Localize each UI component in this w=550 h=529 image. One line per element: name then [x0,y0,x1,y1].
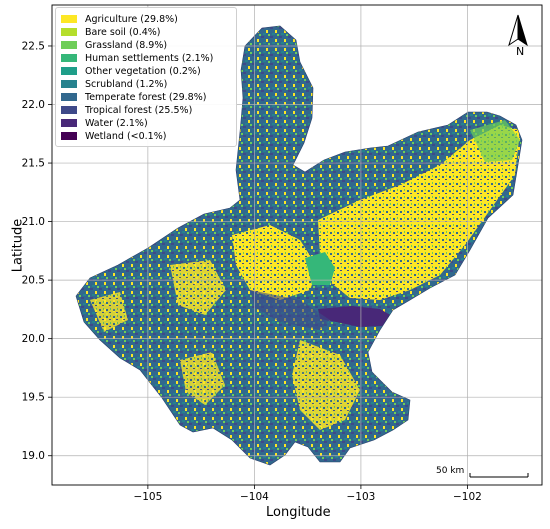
legend-swatch [61,40,77,49]
legend-swatch [61,14,77,23]
legend-item: Scrubland (1.2%) [61,79,167,90]
scale-bar [469,473,529,478]
legend-item: Bare soil (0.4%) [61,27,161,38]
y-tick-label: 22.5 [22,40,45,52]
legend-label: Agriculture (29.8%) [85,14,178,25]
y-tick-label: 20.5 [22,275,45,287]
legend-label: Wetland (<0.1%) [85,131,167,142]
y-tick-label: 21.5 [22,158,45,170]
legend-item: Water (2.1%) [61,118,148,129]
legend-label: Grassland (8.9%) [85,40,168,51]
x-tick-label: −103 [346,491,375,503]
legend-item: Agriculture (29.8%) [61,14,178,25]
legend-item: Human settlements (2.1%) [61,53,213,64]
legend-item: Tropical forest (25.5%) [61,105,192,116]
legend-swatch [61,118,77,127]
y-axis-title: Latitude [10,218,26,273]
north-arrow: N [500,13,536,63]
north-label: N [516,45,525,58]
legend-label: Scrubland (1.2%) [85,79,168,90]
x-tick-label: −102 [453,491,482,503]
x-tick-label: −104 [240,491,269,503]
y-tick-label: 19.5 [22,392,45,404]
north-arrow-icon [508,14,528,47]
legend-label: Temperate forest (29.8%) [85,92,207,103]
scale-bar-label: 50 km [436,466,465,476]
legend-item: Grassland (8.9%) [61,40,167,51]
legend-label: Bare soil (0.4%) [85,27,161,38]
legend: Agriculture (29.8%) Bare soil (0.4%) Grass… [55,7,237,147]
legend-item: Temperate forest (29.8%) [61,92,206,103]
legend-label: Tropical forest (25.5%) [85,105,193,116]
y-tick-label: 19.0 [22,450,45,462]
y-tick-label: 20.0 [22,333,45,345]
legend-swatch [61,66,77,75]
legend-label: Human settlements (2.1%) [85,53,214,64]
legend-swatch [61,131,77,140]
legend-swatch [61,92,77,101]
legend-item: Other vegetation (0.2%) [61,66,201,77]
legend-swatch [61,27,77,36]
x-axis-title: Longitude [266,505,331,520]
y-tick-label: 21.0 [22,216,45,228]
legend-swatch [61,105,77,114]
axes-frame [51,4,543,486]
legend-swatch [61,53,77,62]
legend-label: Water (2.1%) [85,118,148,129]
legend-item: Wetland (<0.1%) [61,131,166,142]
region-outline [75,25,523,466]
x-tick-label: −105 [133,491,162,503]
y-tick-label: 22.0 [22,99,45,111]
legend-swatch [61,79,77,88]
axis-ticks: −105 −104 −103 −102 19.0 19.5 20.0 20.5 21.0 21.5… [22,40,482,503]
legend-label: Other vegetation (0.2%) [85,66,201,77]
